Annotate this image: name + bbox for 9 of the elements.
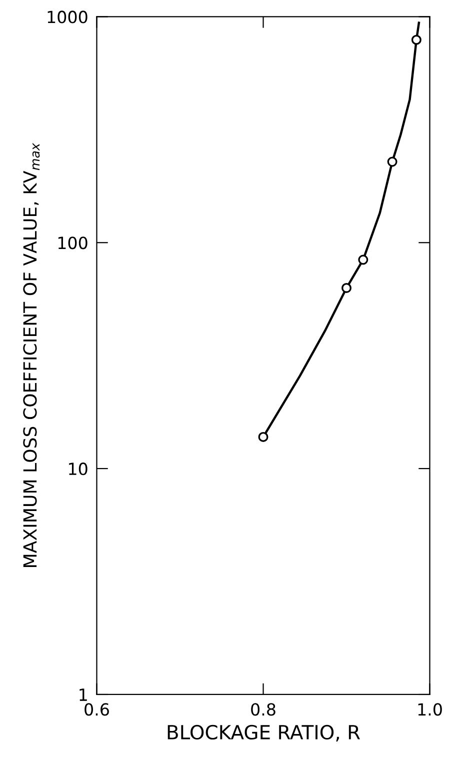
x-tick-label: 0.6 xyxy=(84,703,109,716)
x-tick-label: 1.0 xyxy=(418,703,442,716)
x-axis-title: BLOCKAGE RATIO, R xyxy=(168,724,360,742)
y-tick-label: 1000 xyxy=(48,10,88,24)
y-tick-label: 1 xyxy=(80,688,87,701)
y-axis-title: MAXIMUM LOSS COEFFICIENT OF VALUE, KV$_{max}$ xyxy=(23,142,40,567)
y-tick-label: 10 xyxy=(69,462,88,476)
x-tick-label: 0.8 xyxy=(251,703,276,716)
y-tick-label: 100 xyxy=(58,236,88,250)
